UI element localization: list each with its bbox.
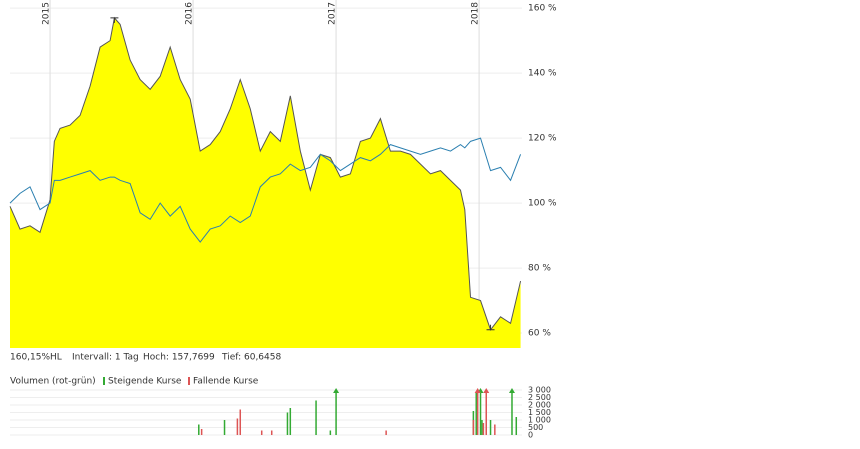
x-tick-label: 2015 (42, 2, 52, 25)
overflow-arrow (474, 388, 481, 393)
volume-bar (489, 420, 492, 435)
y-tick-label: 1 500 (528, 408, 551, 417)
y-tick-label: 160 % (528, 4, 557, 14)
y-tick-label: 140 % (528, 69, 557, 79)
volume-bar (476, 390, 479, 435)
line (9, 16, 522, 331)
y-tick-label: 1 000 (528, 416, 551, 425)
y-tick-label: 120 % (528, 134, 557, 144)
y-tick-label: 2 000 (528, 401, 551, 410)
volume-bar (200, 429, 203, 435)
volume-bar (239, 409, 242, 435)
volume-bar (472, 420, 475, 435)
volume-bar (481, 420, 483, 435)
extreme-marker (486, 324, 495, 331)
volume-bar (385, 430, 387, 435)
y-tick-label: 100 % (528, 199, 557, 209)
x-tick-label: 2017 (328, 2, 338, 25)
volume-bar (223, 420, 226, 435)
overflow-arrow (483, 388, 490, 393)
extreme-marker (110, 17, 119, 23)
x-tick-label: 2016 (185, 2, 195, 25)
stat-text: 160,15%HL (10, 353, 62, 363)
volume-bar (289, 408, 292, 435)
y-tick-label: 80 % (528, 264, 551, 274)
overflow-arrow (333, 388, 340, 393)
legend-label: Steigende Kurse (108, 377, 182, 387)
volume-title: Volumen (rot-grün) (10, 377, 96, 387)
volume-bar (198, 424, 200, 435)
volume-bar (494, 424, 496, 435)
area (10, 17, 521, 348)
volume-bar (236, 418, 239, 435)
volume-bar (329, 430, 332, 435)
volume-bar (515, 417, 518, 435)
stat-text: Tief: 60,6458 (221, 353, 281, 363)
y-tick-label: 3 000 (528, 386, 551, 395)
overflow-arrow (508, 388, 515, 393)
volume-bar (475, 391, 477, 435)
volume-bar (511, 390, 513, 435)
y-tick-label: 0 (528, 431, 533, 440)
x-tick-label: 2018 (471, 2, 481, 25)
y-tick-label: 60 % (528, 329, 551, 339)
volume-bar (315, 400, 317, 435)
volume-bar (482, 423, 485, 435)
stat-text: Hoch: 157,7699 (143, 353, 215, 363)
legend-label: Fallende Kurse (193, 377, 259, 387)
volume-bar (270, 430, 273, 435)
legend-marker (103, 377, 105, 385)
volume-bar (286, 412, 289, 435)
stat-text: Intervall: 1 Tag (72, 353, 139, 363)
volume-bar (485, 390, 487, 435)
legend-marker (188, 377, 190, 385)
volume-bar (260, 430, 263, 435)
y-tick-label: 500 (528, 423, 543, 432)
volume-bar (335, 390, 337, 435)
volume-bar (479, 390, 482, 435)
line (9, 137, 522, 243)
y-tick-label: 2 500 (528, 393, 551, 402)
